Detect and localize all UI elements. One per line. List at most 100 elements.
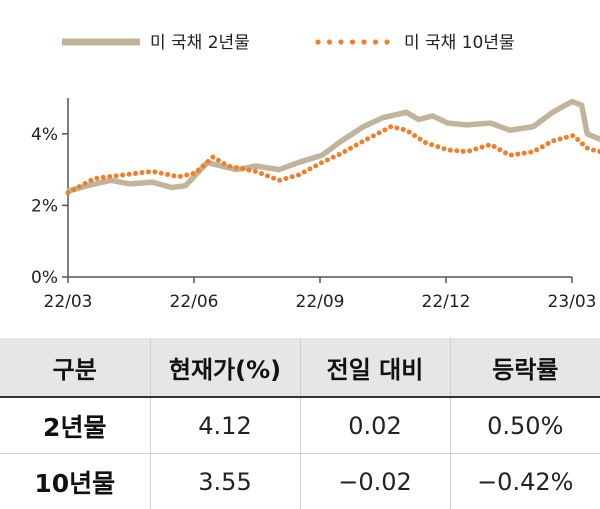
series-10y-dot (234, 165, 239, 170)
series-10y-dot (354, 143, 359, 148)
series-10y-dot (71, 187, 76, 192)
header-category: 구분 (0, 338, 150, 397)
x-tick-label: 22/06 (170, 292, 219, 312)
y-tick-label: 4% (31, 125, 58, 145)
series-10y-dot (429, 142, 434, 147)
series-10y-dot (407, 130, 412, 135)
series-10y-dot (497, 147, 502, 152)
series-10y-dot (551, 138, 556, 143)
series-10y-dot (139, 170, 144, 175)
series-10y-dot (152, 169, 157, 174)
series-10y-dot (240, 166, 245, 171)
series-10y-dot (448, 148, 453, 153)
series-10y-dot (342, 149, 347, 154)
series-10y-dot (575, 137, 580, 142)
series-10y-dot (88, 178, 93, 183)
series-10y-dot (94, 176, 99, 181)
series-10y-dot (492, 144, 497, 149)
row-10y-current: 3.55 (150, 454, 300, 509)
series-10y-dot (461, 149, 466, 154)
legend-dot (373, 39, 378, 44)
series-10y-dot (435, 144, 440, 149)
series-10y-dot (246, 168, 251, 173)
legend-dot (361, 39, 366, 44)
x-tick-label: 22/12 (422, 292, 471, 312)
legend-label-10y: 미 국채 10년물 (404, 33, 515, 53)
legend-label-2y: 미 국채 2년물 (150, 33, 250, 53)
series-10y-dot (371, 133, 376, 138)
y-tick-label: 0% (31, 268, 58, 288)
table-row: 10년물 3.55 −0.02 −0.42% (0, 454, 600, 509)
series-10y-dot (401, 127, 406, 132)
series-10y-dot (522, 151, 527, 156)
row-2y-name: 2년물 (0, 397, 150, 454)
y-axis-ticks: 0% 2% 4% (31, 125, 68, 288)
x-tick-label: 22/03 (44, 292, 93, 312)
series-10y-dot (442, 146, 447, 151)
x-axis-ticks: 22/03 22/06 22/09 22/12 23/03 (44, 277, 597, 312)
legend-dot (384, 39, 389, 44)
series-10y-dot (540, 144, 545, 149)
legend: 미 국채 2년물 미 국채 10년물 (62, 33, 515, 53)
series-10y-dot (216, 158, 221, 163)
header-rate: 등락률 (450, 338, 600, 397)
series-10y-dot (418, 137, 423, 142)
series-10y-dot (120, 173, 125, 178)
series-10y-dot (191, 171, 196, 176)
series-10y-dot (114, 173, 119, 178)
series-10y-dot (290, 174, 295, 179)
series-10y-dot (206, 159, 211, 164)
series-10y-dot (302, 169, 307, 174)
row-2y-current: 4.12 (150, 397, 300, 454)
legend-dot (338, 39, 343, 44)
series-10y-dot (201, 163, 206, 168)
series-10y-dot (178, 174, 183, 179)
series-10y-dot (412, 133, 417, 138)
y-tick-label: 2% (31, 196, 58, 216)
x-tick-label: 23/03 (548, 292, 597, 312)
series-10y-dot (259, 171, 264, 176)
series-10y-dot (480, 145, 485, 150)
series-10y-dot (454, 148, 459, 153)
row-10y-change: −0.02 (300, 454, 450, 509)
series-10y-dot (171, 173, 176, 178)
series-10y-dot (265, 173, 270, 178)
series-10y-dot (423, 140, 428, 145)
series-10y-dot (159, 171, 164, 176)
series-10y-dot (509, 153, 514, 158)
series-10y-dot (558, 137, 563, 142)
series-10y-dot (473, 147, 478, 152)
series-10y-dot (227, 164, 232, 169)
series-10y-dot (283, 176, 288, 181)
series-10y-dot (66, 190, 71, 195)
series-10y-dot (564, 135, 569, 140)
series-10y-dot (325, 158, 330, 163)
series-10y-dot (486, 143, 491, 148)
series-10y-dot (77, 184, 82, 189)
series-10y-dot (467, 148, 472, 153)
series-10y-dot (127, 172, 132, 177)
series-10y-dot (210, 155, 215, 160)
series-10y-dot (528, 150, 533, 155)
row-2y-change: 0.02 (300, 397, 450, 454)
x-tick-label: 22/09 (296, 292, 345, 312)
table-row: 2년물 4.12 0.02 0.50% (0, 397, 600, 454)
header-current: 현재가(%) (150, 338, 300, 397)
series-10y-dot (585, 146, 590, 151)
table-header-row: 구분 현재가(%) 전일 대비 등락률 (0, 338, 600, 397)
series-10y-dot (570, 133, 575, 138)
series-10y-dot (165, 172, 170, 177)
series-10y-dot (101, 175, 106, 180)
legend-dot (315, 39, 320, 44)
series-10y-dot (515, 152, 520, 157)
series-10y-dot (271, 176, 276, 181)
series-10y-dot (534, 147, 539, 152)
series-10y-dot (296, 173, 301, 178)
series-10y-dot (319, 160, 324, 165)
series-10y-dot (337, 152, 342, 157)
series-10y-dot (382, 127, 387, 132)
header-change: 전일 대비 (300, 338, 450, 397)
series-10y-dot (359, 139, 364, 144)
series-10y-dot (133, 171, 138, 176)
